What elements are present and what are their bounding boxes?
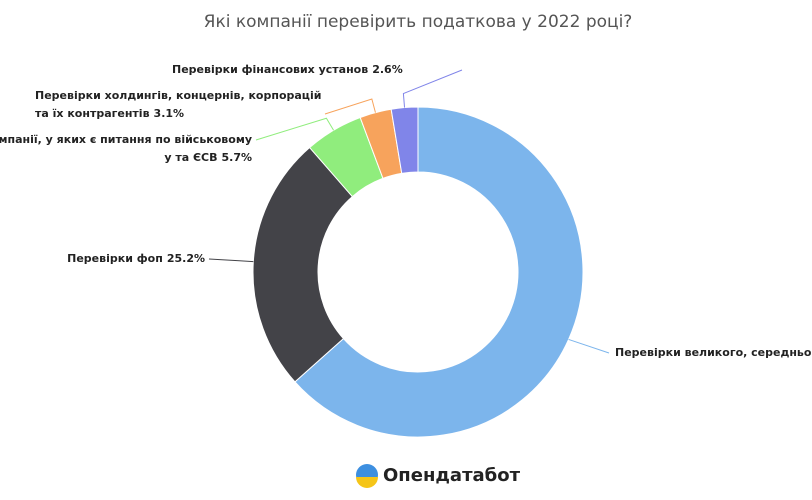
data-label: Перевірки великого, середнього xyxy=(615,346,812,359)
value-label: 25.2% xyxy=(167,252,205,265)
logo-icon-part xyxy=(356,477,378,488)
logo-text: Опендатабот xyxy=(383,465,521,486)
label-name: Перевірки фінансових установ xyxy=(172,63,368,76)
slice xyxy=(252,146,354,383)
data-label: Перевірки фінансових установ 2.6% xyxy=(172,63,403,76)
leader-line xyxy=(208,258,254,263)
leader-line xyxy=(255,117,334,141)
label-name: Перевірки холдингів, концернів, корпорац… xyxy=(35,89,321,102)
logo: Опендатабот xyxy=(356,464,521,488)
value-label: 3.1% xyxy=(154,107,185,120)
label-name: та їх контрагентів xyxy=(35,107,150,120)
value-label: 2.6% xyxy=(372,63,403,76)
data-label: компанії, у яких є питання по військовом… xyxy=(0,133,252,146)
slice xyxy=(390,106,419,174)
leader-line xyxy=(568,338,610,354)
label-name: у та ЄСВ xyxy=(164,151,217,164)
leader-line xyxy=(402,69,463,108)
data-label: у та ЄСВ 5.7% xyxy=(164,151,252,164)
data-label: Перевірки холдингів, концернів, корпорац… xyxy=(35,89,321,102)
label-name: Перевірки великого, середнього xyxy=(615,346,812,359)
chart-title: Які компанії перевірить податкова у 2022… xyxy=(204,12,633,32)
data-label: Перевірки фоп 25.2% xyxy=(67,252,205,265)
slice xyxy=(294,106,584,438)
leader-line xyxy=(324,98,376,115)
data-label: та їх контрагентів 3.1% xyxy=(35,107,184,120)
label-name: Перевірки фоп xyxy=(67,252,163,265)
label-name: компанії, у яких є питання по військовом… xyxy=(0,133,252,146)
value-label: 5.7% xyxy=(221,151,252,164)
